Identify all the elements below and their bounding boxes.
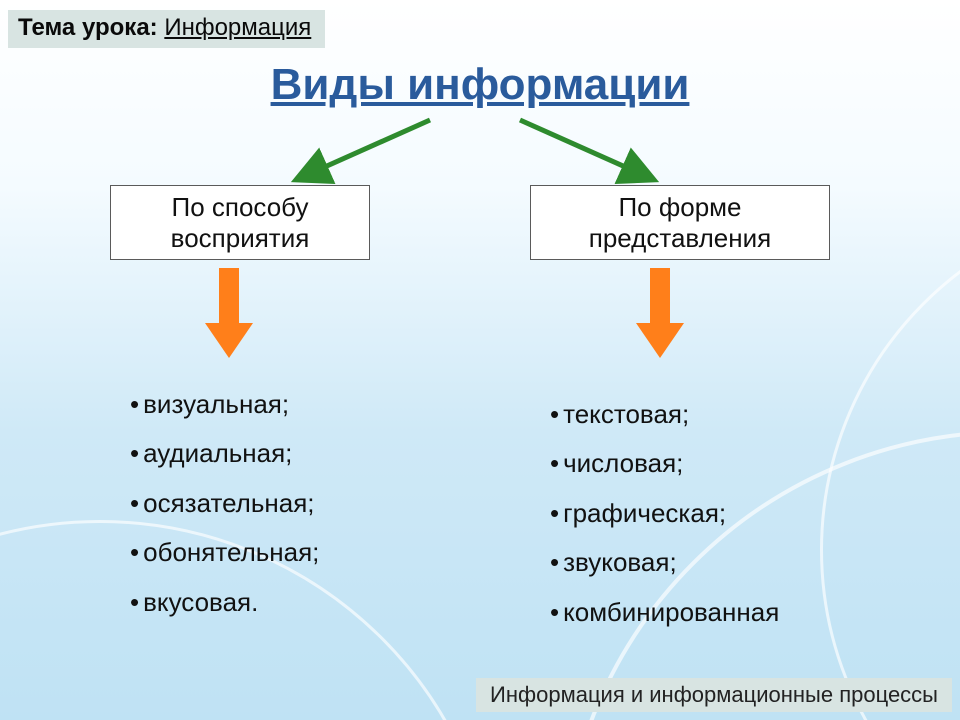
list-left: визуальная; аудиальная; осязательная; об…: [130, 380, 319, 627]
list-item: числовая;: [550, 439, 779, 488]
down-arrow-left: [205, 268, 255, 368]
split-arrow-right: [0, 0, 960, 200]
list-item: комбинированная: [550, 588, 779, 637]
branch-box-right: По форме представления: [530, 185, 830, 260]
list-item: текстовая;: [550, 390, 779, 439]
list-right: текстовая; числовая; графическая; звуков…: [550, 390, 779, 637]
branch-left-line2: восприятия: [171, 223, 310, 253]
list-item: обонятельная;: [130, 528, 319, 577]
list-item: вкусовая.: [130, 578, 319, 627]
list-item: аудиальная;: [130, 429, 319, 478]
branch-right-line1: По форме: [618, 192, 741, 222]
branch-left-line1: По способу: [172, 192, 309, 222]
list-item: визуальная;: [130, 380, 319, 429]
branch-box-left: По способу восприятия: [110, 185, 370, 260]
footer-tag: Информация и информационные процессы: [476, 678, 952, 712]
bg-swoosh: [820, 200, 960, 720]
list-item: осязательная;: [130, 479, 319, 528]
down-arrow-right: [636, 268, 686, 368]
list-item: звуковая;: [550, 538, 779, 587]
branch-right-line2: представления: [589, 223, 771, 253]
list-item: графическая;: [550, 489, 779, 538]
